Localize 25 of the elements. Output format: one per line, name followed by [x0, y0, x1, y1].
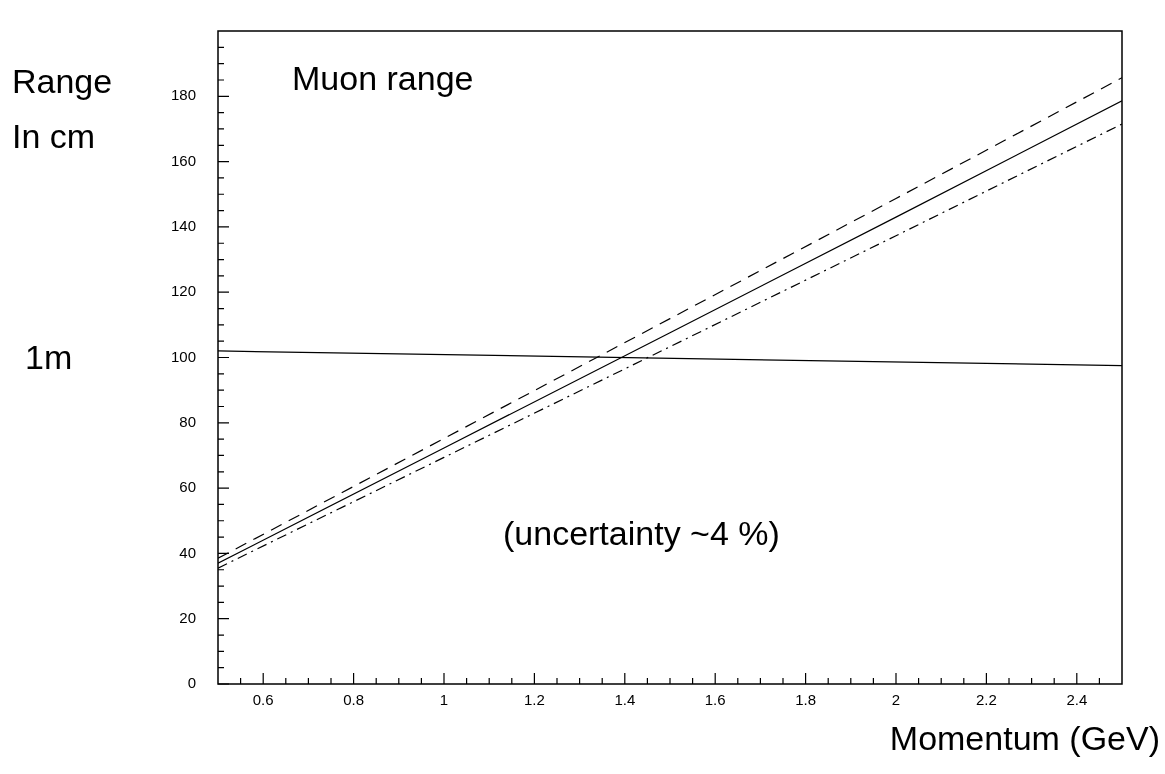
y-tick-label: 160: [170, 151, 196, 169]
y-tick-label: 180: [170, 86, 196, 104]
x-axis-title: Momentum (GeV): [889, 718, 1160, 758]
x-tick-label: 0.8: [343, 691, 365, 709]
y-tick-label: 140: [170, 217, 196, 235]
y-axis-title: Range In cm: [12, 61, 114, 157]
x-tick-label: 1.2: [523, 691, 545, 709]
x-tick-label: 0.6: [252, 691, 274, 709]
y-tick-label: 40: [179, 543, 196, 561]
x-tick-label: 1.4: [614, 691, 636, 709]
y-tick-label: 100: [170, 347, 196, 365]
text: Muon range: [292, 58, 474, 98]
y-tick-label: 20: [179, 608, 196, 626]
text: 1m: [25, 337, 73, 377]
x-tick-label: 2.2: [975, 691, 997, 709]
annotation: (uncertainty ~4 %): [503, 513, 780, 553]
x-tick-label: 2: [891, 691, 901, 709]
x-tick-label: 1: [439, 691, 449, 709]
x-tick-label: 2.4: [1066, 691, 1088, 709]
y-tick-label: 120: [170, 282, 196, 300]
x-tick-label: 1.8: [795, 691, 817, 709]
y-tick-label: 80: [179, 412, 196, 430]
y-tick-label: 0: [187, 674, 196, 692]
y-tick-label: 60: [179, 478, 196, 496]
x-tick-label: 1.6: [704, 691, 726, 709]
